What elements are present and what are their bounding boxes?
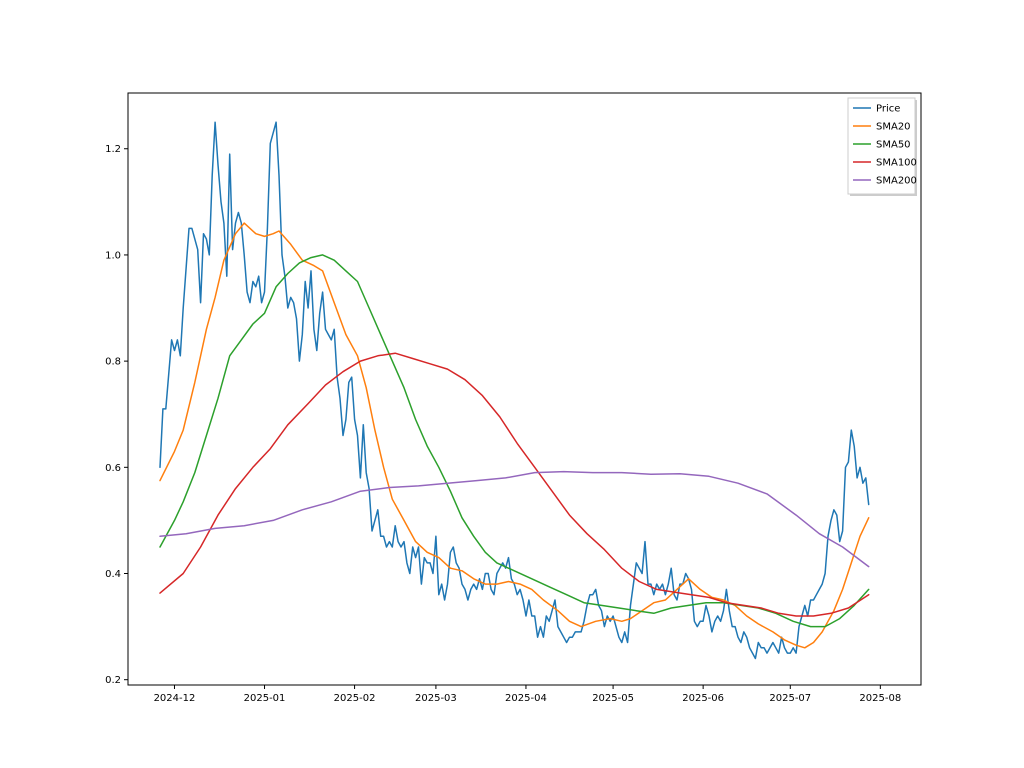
series-line-sma20: [159, 222, 870, 649]
x-tick-label: 2025-06: [682, 693, 724, 704]
legend-label-price: Price: [876, 104, 900, 115]
series-line-sma200: [159, 470, 870, 568]
legend-label-sma20: SMA20: [876, 122, 911, 133]
legend: Price SMA20 SMA50 SMA100 SMA200: [847, 97, 917, 196]
legend-box: [847, 97, 916, 195]
series-line-sma100: [159, 352, 870, 617]
y-tick-label: 1.0: [105, 250, 121, 261]
plot-frame: [127, 92, 922, 686]
x-tick-label: 2025-01: [244, 693, 286, 704]
series-line-price: [159, 121, 870, 660]
legend-label-sma50: SMA50: [876, 140, 911, 151]
y-tick-label: 0.6: [105, 463, 121, 474]
y-tick-label: 0.2: [105, 675, 121, 686]
x-tick-label: 2024-12: [154, 693, 196, 704]
y-axis: 0.2 0.4 0.6 0.8 1.0 1.2: [105, 144, 128, 686]
x-tick-label: 2025-05: [592, 693, 634, 704]
x-tick-label: 2025-03: [415, 693, 457, 704]
series-layer: [159, 121, 870, 660]
x-axis: 2024-12 2025-01 2025-02 2025-03 2025-04 2025-…: [154, 685, 901, 704]
x-tick-label: 2025-08: [859, 693, 901, 704]
y-tick-label: 0.8: [105, 357, 121, 368]
legend-label-sma100: SMA100: [876, 158, 917, 169]
legend-label-sma200: SMA200: [876, 176, 917, 187]
y-tick-label: 1.2: [105, 144, 121, 155]
x-tick-label: 2025-04: [505, 693, 547, 704]
x-tick-label: 2025-02: [334, 693, 376, 704]
x-tick-label: 2025-07: [769, 693, 811, 704]
y-tick-label: 0.4: [105, 569, 121, 580]
